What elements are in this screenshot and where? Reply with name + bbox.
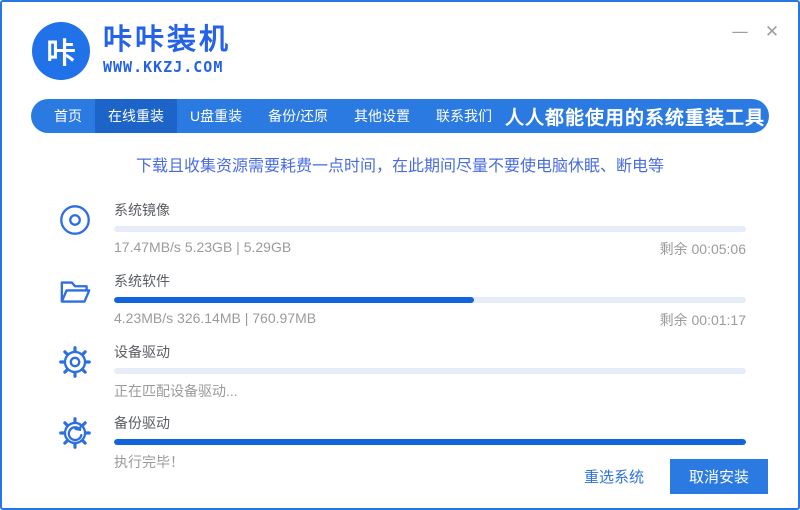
progress-bar [114,297,746,303]
window-controls: — ✕ [730,24,782,41]
header: 咔 咔咔装机 WWW.KKZJ.COM — ✕ [2,2,798,99]
gear-icon [50,342,114,401]
progress-bar [114,439,746,445]
app-website: WWW.KKZJ.COM [103,58,224,77]
notice-text: 下载且收集资源需要耗费一点时间，在此期间尽量不要使电脑休眠、断电等 [135,158,664,175]
progress-fill [114,297,475,303]
nav-item-usb-reinstall[interactable]: U盘重装 [190,108,243,124]
nav-item-contact-us[interactable]: 联系我们 [436,108,493,124]
nav-item-other-settings[interactable]: 其他设置 [354,108,411,124]
nav-slogan: 人人都能使用的系统重装工具 [505,107,766,129]
task-name: 设备驱动 [114,344,170,360]
task-row-backup-driver: 备份驱动 执行完毕！ [50,413,746,472]
task-name: 系统软件 [114,273,170,289]
progress-bar [114,368,746,374]
task-detail: 执行完毕！ [114,454,184,470]
nav-bar: 首页 在线重装 U盘重装 备份/还原 其他设置 联系我们 人人都能使用的系统重装… [31,99,769,133]
task-name: 备份驱动 [114,415,170,431]
task-detail: 正在匹配设备驱动... [114,383,238,399]
task-row-system-software: 系统软件 4.23MB/s 326.14MB | 760.97MB 剩余 00:… [50,271,746,330]
brand-block: 咔咔装机 WWW.KKZJ.COM [103,23,232,77]
open-folder-icon [50,271,114,330]
progress-fill [114,439,746,445]
progress-bar [114,226,746,232]
minimize-icon[interactable]: — [731,22,749,42]
task-row-system-image: 系统镜像 17.47MB/s 5.23GB | 5.29GB 剩余 00:05:… [50,200,746,259]
nav-item-home[interactable]: 首页 [54,108,82,124]
app-title: 咔咔装机 [103,23,232,56]
close-icon[interactable]: ✕ [762,24,782,41]
task-detail: 17.47MB/s 5.23GB | 5.29GB [114,239,292,255]
reselect-system-button[interactable]: 重选系统 [584,466,644,487]
task-remaining: 剩余 00:05:06 [659,241,746,257]
disc-icon [50,200,114,259]
cancel-install-button[interactable]: 取消安装 [670,459,768,494]
logo-glyph: 咔 [46,37,76,70]
gear-sync-icon [50,413,114,472]
task-list: 系统镜像 17.47MB/s 5.23GB | 5.29GB 剩余 00:05:… [2,200,798,472]
nav-item-backup-restore[interactable]: 备份/还原 [268,108,329,124]
nav-item-online-reinstall[interactable]: 在线重装 [95,99,177,133]
task-remaining: 剩余 00:01:17 [659,312,746,328]
task-row-device-driver: 设备驱动 正在匹配设备驱动... [50,342,746,401]
app-logo: 咔 [32,21,90,80]
task-detail: 4.23MB/s 326.14MB | 760.97MB [114,310,317,326]
footer-actions: 重选系统 取消安装 [584,459,768,494]
task-name: 系统镜像 [114,202,170,218]
